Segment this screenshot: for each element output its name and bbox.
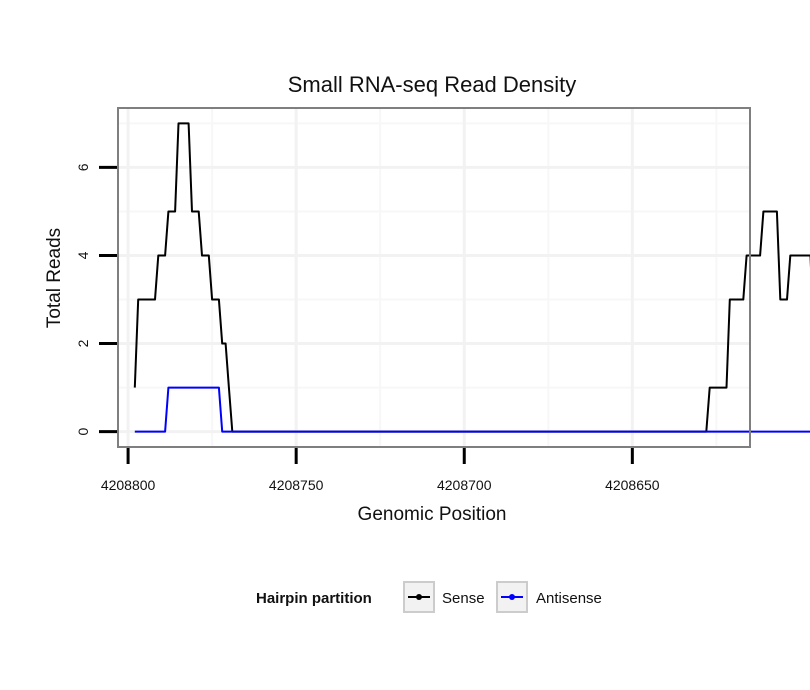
chart-title: Small RNA-seq Read Density [288,72,577,97]
plot-background [118,108,750,447]
x-tick-label: 4208750 [269,477,324,493]
y-axis-title: Total Reads [44,228,65,328]
x-tick-label: 4208700 [437,477,492,493]
legend-key-antisense-point [509,594,515,600]
x-tick-label: 4208650 [605,477,660,493]
legend-title: Hairpin partition [256,590,372,607]
series-line-antisense [134,386,810,433]
x-tick-label: 4208800 [101,477,156,493]
x-axis-title: Genomic Position [358,504,507,525]
series-lines [133,122,810,433]
legend-label-sense: Sense [442,590,485,607]
y-tick-label: 2 [75,339,91,347]
grid-lines [118,108,750,447]
y-tick-label: 4 [75,251,91,259]
legend: Hairpin partition Sense Antisense [256,581,602,613]
legend-key-sense-point [416,594,422,600]
legend-label-antisense: Antisense [536,590,602,607]
y-tick-label: 0 [75,427,91,435]
plot-border [117,107,751,448]
axis-ticks: 4208800 4208750 4208700 4208650 0 2 4 6 [75,163,660,493]
y-tick-label: 6 [75,163,91,171]
